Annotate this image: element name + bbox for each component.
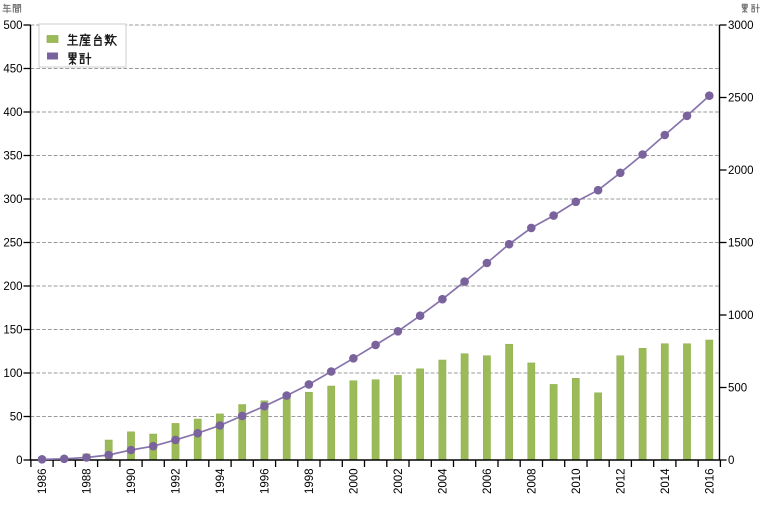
- svg-text:3000: 3000: [728, 20, 754, 32]
- svg-text:500: 500: [728, 383, 747, 395]
- svg-text:0: 0: [728, 455, 734, 467]
- svg-text:350: 350: [3, 151, 22, 163]
- svg-text:2010: 2010: [571, 468, 583, 494]
- svg-text:1986: 1986: [37, 468, 49, 494]
- svg-text:2014: 2014: [660, 468, 672, 494]
- svg-text:1998: 1998: [304, 468, 316, 494]
- svg-text:1994: 1994: [215, 468, 227, 494]
- svg-text:2002: 2002: [393, 468, 405, 494]
- svg-text:1500: 1500: [728, 238, 754, 250]
- svg-text:400: 400: [3, 107, 22, 119]
- svg-text:1996: 1996: [259, 468, 271, 494]
- svg-text:2006: 2006: [482, 468, 494, 494]
- svg-text:100: 100: [3, 368, 22, 380]
- svg-text:2016: 2016: [704, 468, 716, 494]
- svg-text:500: 500: [3, 20, 22, 32]
- svg-text:1988: 1988: [82, 468, 94, 494]
- svg-text:2000: 2000: [348, 468, 360, 494]
- svg-text:50: 50: [10, 412, 23, 424]
- svg-text:1992: 1992: [171, 468, 183, 494]
- svg-text:200: 200: [3, 281, 22, 293]
- svg-text:1000: 1000: [728, 310, 754, 322]
- svg-text:150: 150: [3, 325, 22, 337]
- svg-text:250: 250: [3, 238, 22, 250]
- svg-text:450: 450: [3, 64, 22, 76]
- svg-text:300: 300: [3, 194, 22, 206]
- svg-text:2012: 2012: [615, 468, 627, 494]
- svg-text:0: 0: [16, 455, 22, 467]
- svg-text:2500: 2500: [728, 93, 754, 105]
- svg-text:2000: 2000: [728, 165, 754, 177]
- svg-text:2004: 2004: [437, 468, 449, 494]
- svg-text:2008: 2008: [526, 468, 538, 494]
- svg-text:1990: 1990: [126, 468, 138, 494]
